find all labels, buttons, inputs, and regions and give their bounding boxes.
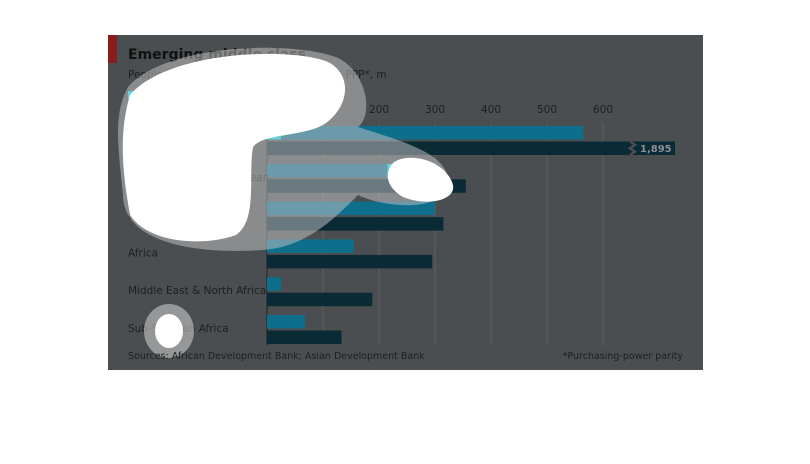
x-tick-label-400: 400 [481,104,501,116]
x-tick-label-500: 500 [537,104,557,116]
axis-break-mark [627,140,638,157]
chart-footnote: *Purchasing-power parity [562,351,683,362]
x-tick-label-300: 300 [425,104,445,116]
bar-2008 [267,254,433,269]
category-label: Africa [128,247,158,259]
bar-1990 [267,239,354,253]
category-label: Developing Asia [128,134,213,146]
bar-chart: 0 100 200 300 400 500 600 Developing Asia Latin … [128,104,675,345]
brand-accent-bar [108,35,117,63]
bar-1990-highlight [387,163,408,178]
bar-1990 [267,277,281,291]
bar-2008 [267,141,675,155]
category-label: Middle East & North Africa [128,285,266,297]
bar-1990 [267,201,435,216]
bar-2008 [267,179,466,193]
bar-1990 [267,126,584,140]
x-tick-label-200: 200 [369,104,389,116]
category-label: Latin America & Caribbean [128,172,269,184]
chart-card: Emerging middle class People living on $… [108,35,703,370]
bar-2008 [267,292,373,307]
x-tick-label-100: 100 [313,104,333,116]
bar-1990-highlight [267,126,281,140]
bar-value-label: 1,895 [640,144,672,155]
x-tick-label-600: 600 [593,104,613,116]
bar-1990 [267,163,407,178]
bar-2008 [267,217,444,231]
bar-2008 [267,330,342,344]
category-label: Developing Europe [128,210,228,222]
x-tick-label-0: 0 [264,104,271,116]
chart-source: Sources: African Development Bank; Asian… [128,351,425,362]
category-label: Sub-Saharan Africa [128,323,229,335]
bar-1990 [267,315,306,329]
